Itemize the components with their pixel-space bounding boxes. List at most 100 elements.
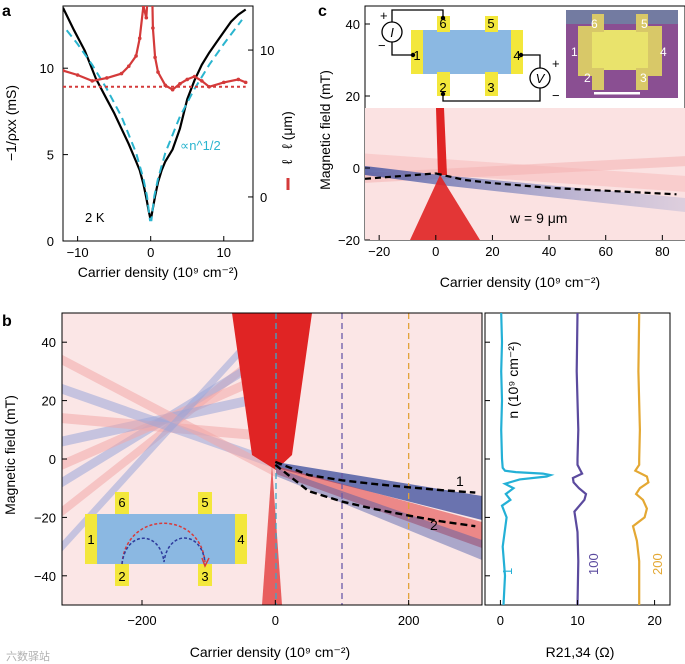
scale-bar xyxy=(594,92,640,95)
y-tick-label: 20 xyxy=(346,89,360,104)
panel-c-schematic: 6 5 1 4 2 3 I + − V + − xyxy=(378,8,560,103)
x-tick-label: 10 xyxy=(217,245,231,260)
inset-label: 5 xyxy=(201,495,208,510)
panel-b-cut-ticks: 0 10 20 xyxy=(485,341,662,628)
contact-2 xyxy=(437,72,450,96)
panel-b-blue-band xyxy=(276,462,482,520)
series-n-1-2-fit xyxy=(65,19,243,222)
mfp-point xyxy=(105,76,109,80)
micrograph-lead xyxy=(578,26,592,76)
y-tick-label: 40 xyxy=(346,17,360,32)
panel-b-blue-band xyxy=(276,468,482,560)
device-micrograph: 6 5 1 4 2 3 xyxy=(566,10,678,98)
y-tick-label: −40 xyxy=(34,569,56,584)
panel-a-xlabel: Carrier density (10⁹ cm⁻²) xyxy=(78,264,238,280)
cut-curve-1 xyxy=(500,313,555,605)
panel-c-xlabel: Carrier density (10⁹ cm⁻²) xyxy=(440,274,600,290)
inset-label: 1 xyxy=(87,532,94,547)
wire xyxy=(523,54,541,68)
contact-label: 5 xyxy=(487,16,494,31)
mfp-point xyxy=(221,80,226,85)
current-source xyxy=(381,21,403,43)
panel-label-c: c xyxy=(318,3,327,20)
contact-dot xyxy=(518,52,524,58)
panel-a-ticks: −10 0 10 0 5 10 0 10 xyxy=(40,43,275,260)
mfp-point xyxy=(141,6,146,8)
panel-c: c w = 9 μm −20 0 20 40 60 80 −20 0 20 40 Carrier … xyxy=(317,3,685,290)
x-tick-label: 10 xyxy=(570,613,584,628)
contact-dot xyxy=(440,15,446,21)
panel-b-cuts: 1 100 200 0 10 20 R21,34 (Ω) n (10⁹ cm⁻²) xyxy=(484,312,671,660)
series-mean-free-path xyxy=(63,6,247,92)
micrograph-lead xyxy=(636,68,648,90)
panel-a-fit-label: ∝n^1/2 xyxy=(180,138,221,153)
panel-b-ylabel: Magnetic field (mT) xyxy=(2,395,18,515)
cut-label: 200 xyxy=(650,553,665,575)
heatmap-stripe xyxy=(62,313,276,552)
y-right-tick-label: 10 xyxy=(260,43,274,58)
wire xyxy=(391,9,444,22)
y-tick-label: 0 xyxy=(353,161,360,176)
y-right-tick-label: 0 xyxy=(260,190,267,205)
x-tick-label: 0 xyxy=(497,613,504,628)
micrograph-lead xyxy=(648,26,662,76)
inset-trajectory-red xyxy=(121,522,206,565)
contact-label: 3 xyxy=(487,80,494,95)
panel-label-b: b xyxy=(2,313,12,330)
panel-a-temperature: 2 K xyxy=(85,210,105,225)
contact-label: 4 xyxy=(513,48,520,63)
heatmap-stripe xyxy=(62,354,276,477)
mfp-point xyxy=(236,77,241,82)
contact-dot xyxy=(440,91,446,97)
panel-c-blue-band xyxy=(365,166,685,212)
panel-a: a −10 0 10 0 5 10 0 10 ∝n^1/2 2 K Carrier densi… xyxy=(2,3,295,280)
device-channel xyxy=(421,30,513,74)
y-tick-label: 10 xyxy=(40,61,54,76)
panel-b-red-tail xyxy=(262,465,282,605)
panel-b-cut-series: 1 100 200 xyxy=(500,313,665,605)
cut-label: 1 xyxy=(500,568,515,575)
inset-contact-3 xyxy=(198,564,212,586)
wire xyxy=(442,88,541,102)
micrograph-label: 4 xyxy=(660,45,667,59)
micrograph-label: 1 xyxy=(571,45,578,59)
mfp-point xyxy=(170,87,175,92)
x-tick-label: 40 xyxy=(542,244,556,259)
x-tick-label: −10 xyxy=(67,245,89,260)
micrograph-label: 2 xyxy=(584,71,591,85)
panel-a-series xyxy=(63,6,248,222)
panel-a-right-legend-label: ℓ xyxy=(279,159,295,164)
panel-a-frame xyxy=(62,5,254,242)
inset-label: 2 xyxy=(118,569,125,584)
panel-label-a: a xyxy=(2,3,11,20)
panel-c-width-label: w = 9 μm xyxy=(509,210,567,226)
mfp-point xyxy=(134,54,138,58)
current-source-label: I xyxy=(390,25,394,40)
contact-label: 2 xyxy=(439,80,446,95)
panel-c-ticks: −20 0 20 40 60 80 −20 0 20 40 xyxy=(338,17,670,259)
panel-b-lines xyxy=(274,313,476,605)
wire xyxy=(391,42,412,56)
inset-label: 6 xyxy=(118,495,125,510)
x-tick-label: 80 xyxy=(655,244,669,259)
curve-label-2: 2 xyxy=(430,517,438,533)
inset-contact-4 xyxy=(235,514,247,564)
cut-label: 100 xyxy=(586,553,601,575)
panel-b-stripes xyxy=(62,313,276,552)
mfp-point xyxy=(63,68,65,73)
contact-label: 6 xyxy=(439,16,446,31)
contact-4 xyxy=(511,30,523,74)
micrograph-lead xyxy=(592,68,604,90)
y-tick-label: −20 xyxy=(338,233,360,248)
x-tick-label: 60 xyxy=(598,244,612,259)
y-tick-label: 0 xyxy=(47,234,54,249)
panel-c-red-fan xyxy=(410,175,480,240)
panel-b-cuts-ylabel: n (10⁹ cm⁻²) xyxy=(505,341,521,418)
mfp-point xyxy=(192,74,197,79)
panel-c-ylabel: Magnetic field (mT) xyxy=(317,70,333,190)
panel-b-heatmap xyxy=(62,313,482,605)
polarity-minus: − xyxy=(378,38,386,53)
micrograph-lead xyxy=(636,14,648,32)
mfp-point xyxy=(126,64,131,69)
